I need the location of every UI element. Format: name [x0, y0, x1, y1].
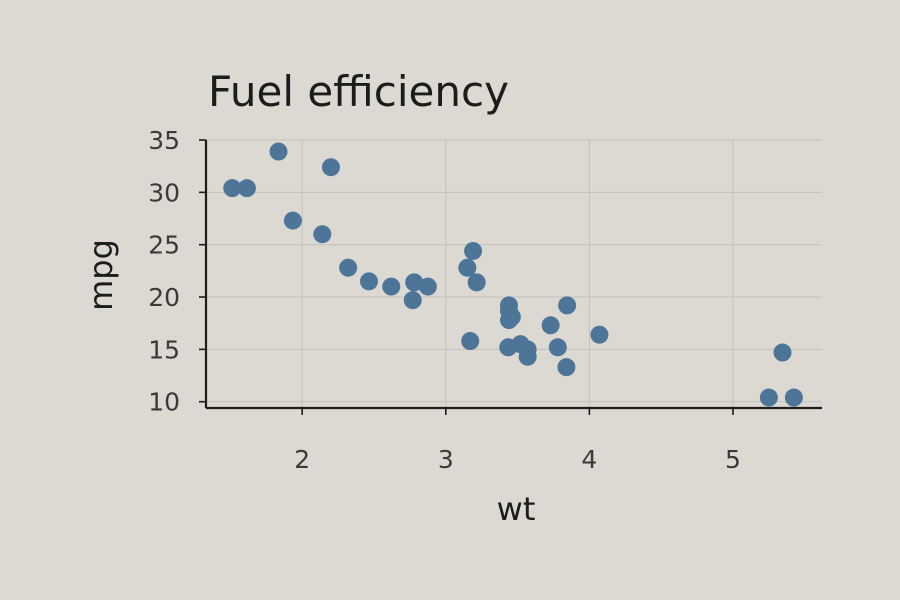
data-point [784, 388, 803, 407]
data-point [418, 277, 437, 296]
data-point [359, 272, 378, 291]
data-point [269, 142, 288, 161]
y-tick-label-10: 10 [148, 388, 180, 417]
x-tick-label-2: 2 [294, 445, 310, 474]
y-axis-title: mpg [82, 239, 120, 311]
data-point [499, 296, 518, 315]
data-point [590, 325, 609, 344]
data-point [382, 277, 401, 296]
data-point [403, 291, 422, 310]
data-point [499, 338, 518, 357]
grid [206, 139, 822, 408]
tick-labels: 10 15 20 25 30 35 2 3 4 5 [148, 126, 741, 474]
x-axis-title: wt [497, 490, 536, 528]
chart-title: Fuel efficiency [208, 67, 509, 116]
data-point [223, 179, 242, 198]
x-tick-label-5: 5 [725, 445, 741, 474]
data-point [321, 158, 340, 177]
data-point [548, 338, 567, 357]
x-tick-label-4: 4 [581, 445, 597, 474]
data-point [405, 273, 424, 292]
data-point [499, 311, 518, 330]
y-tick-label-15: 15 [148, 335, 180, 364]
data-points [223, 142, 803, 407]
data-point [283, 211, 302, 230]
data-point [464, 241, 483, 260]
data-point [237, 179, 256, 198]
data-point [461, 332, 480, 350]
data-point [458, 258, 477, 277]
y-tick-label-25: 25 [148, 231, 180, 260]
data-point [557, 358, 576, 377]
data-point [773, 343, 792, 362]
data-point [558, 296, 577, 315]
x-tick-label-3: 3 [438, 445, 454, 474]
y-tick-label-35: 35 [148, 126, 180, 155]
data-point [339, 258, 358, 277]
y-tick-label-30: 30 [148, 178, 180, 207]
y-tick-label-20: 20 [148, 283, 180, 312]
axes [199, 139, 822, 415]
data-point [541, 316, 560, 335]
data-point [759, 388, 778, 407]
data-point [518, 340, 537, 359]
data-point [313, 225, 332, 244]
data-point [467, 273, 486, 292]
